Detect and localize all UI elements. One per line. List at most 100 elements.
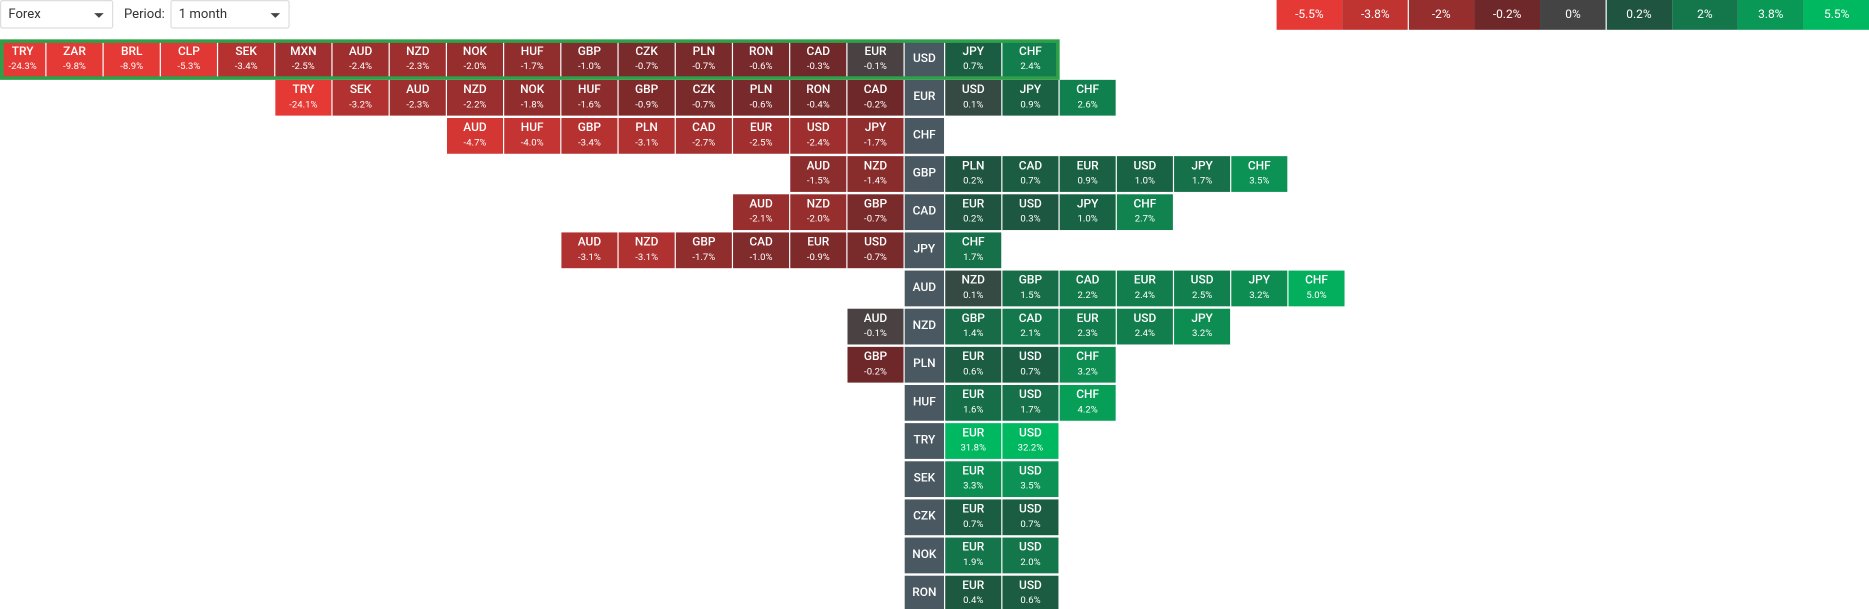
rate-cell[interactable]: PLN 0.2% [945, 156, 1002, 192]
rate-cell[interactable]: GBP -0.2% [847, 346, 904, 383]
rate-cell[interactable]: USD 0.1% [945, 79, 1002, 116]
rate-cell[interactable]: NZD -1.4% [847, 156, 904, 192]
rate-cell[interactable]: CHF 2.6% [1059, 79, 1116, 116]
rate-cell[interactable]: TRY -24.1% [275, 79, 332, 116]
rate-cell[interactable]: GBP -1.0% [561, 41, 618, 78]
rate-cell[interactable]: CAD 2.2% [1059, 270, 1116, 307]
rate-cell[interactable]: JPY 3.2% [1231, 270, 1288, 307]
rate-cell[interactable]: JPY 1.7% [1174, 156, 1231, 192]
base-currency[interactable]: NZD [904, 308, 945, 345]
rate-cell[interactable]: AUD -4.7% [446, 118, 504, 154]
base-currency[interactable]: CAD [904, 194, 945, 231]
rate-cell[interactable]: GBP -1.7% [675, 232, 732, 269]
rate-cell[interactable]: USD 0.3% [1002, 194, 1059, 231]
rate-cell[interactable]: NZD 0.1% [945, 270, 1002, 307]
rate-cell[interactable]: CHF 3.5% [1231, 156, 1288, 192]
rate-cell[interactable]: PLN -0.7% [675, 41, 732, 78]
rate-cell[interactable]: JPY 0.7% [945, 41, 1002, 78]
base-currency[interactable]: CHF [904, 118, 945, 154]
base-currency[interactable]: SEK [904, 461, 945, 498]
rate-cell[interactable]: EUR 0.2% [945, 194, 1002, 231]
rate-cell[interactable]: BRL -8.9% [103, 41, 160, 78]
rate-cell[interactable]: CAD 0.7% [1002, 156, 1059, 192]
rate-cell[interactable]: USD -0.7% [847, 232, 904, 269]
base-currency[interactable]: CZK [904, 499, 945, 536]
rate-cell[interactable]: GBP 1.4% [945, 308, 1002, 345]
rate-cell[interactable]: AUD -1.5% [790, 156, 847, 192]
rate-cell[interactable]: CHF 1.7% [945, 232, 1002, 269]
rate-cell[interactable]: NZD -2.3% [389, 41, 446, 78]
base-currency[interactable]: EUR [904, 79, 945, 116]
rate-cell[interactable]: EUR 1.9% [945, 537, 1002, 574]
rate-cell[interactable]: CHF 5.0% [1288, 270, 1345, 307]
rate-cell[interactable]: CZK -0.7% [618, 41, 675, 78]
rate-cell[interactable]: EUR -0.9% [790, 232, 847, 269]
rate-cell[interactable]: AUD -2.4% [332, 41, 389, 78]
rate-cell[interactable]: PLN -3.1% [618, 118, 675, 154]
rate-cell[interactable]: CHF 4.2% [1059, 385, 1116, 421]
base-currency[interactable]: AUD [904, 270, 945, 307]
rate-cell[interactable]: AUD -2.1% [733, 194, 790, 231]
rate-cell[interactable]: GBP -0.9% [618, 79, 675, 116]
market-select[interactable]: Forex [0, 0, 114, 29]
base-currency[interactable]: GBP [904, 156, 945, 192]
rate-cell[interactable]: HUF -1.7% [504, 41, 561, 78]
rate-cell[interactable]: JPY 0.9% [1002, 79, 1059, 116]
rate-cell[interactable]: USD -2.4% [790, 118, 847, 154]
rate-cell[interactable]: CAD -0.3% [790, 41, 847, 78]
rate-cell[interactable]: CLP -5.3% [160, 41, 217, 78]
rate-cell[interactable]: CAD -0.2% [847, 79, 904, 116]
rate-cell[interactable]: SEK -3.4% [218, 41, 275, 78]
rate-cell[interactable]: MXN -2.5% [275, 41, 332, 78]
rate-cell[interactable]: EUR 0.7% [945, 499, 1002, 536]
rate-cell[interactable]: AUD -0.1% [847, 308, 904, 345]
base-currency[interactable]: HUF [904, 385, 945, 421]
rate-cell[interactable]: EUR 0.6% [945, 346, 1002, 383]
rate-cell[interactable]: GBP -3.4% [561, 118, 618, 154]
rate-cell[interactable]: JPY 3.2% [1174, 308, 1231, 345]
rate-cell[interactable]: SEK -3.2% [332, 79, 389, 116]
rate-cell[interactable]: HUF -4.0% [504, 118, 561, 154]
rate-cell[interactable]: EUR 31.8% [945, 423, 1002, 459]
rate-cell[interactable]: NOK -1.8% [504, 79, 561, 116]
rate-cell[interactable]: AUD -3.1% [561, 232, 618, 269]
base-currency[interactable]: NOK [904, 537, 945, 574]
rate-cell[interactable]: USD 2.0% [1002, 537, 1059, 574]
rate-cell[interactable]: CHF 3.2% [1059, 346, 1116, 383]
rate-cell[interactable]: USD 1.7% [1002, 385, 1059, 421]
rate-cell[interactable]: USD 0.7% [1002, 346, 1059, 383]
rate-cell[interactable]: USD 0.7% [1002, 499, 1059, 536]
base-currency[interactable]: RON [904, 575, 945, 609]
rate-cell[interactable]: USD 2.5% [1174, 270, 1231, 307]
rate-cell[interactable]: EUR 1.6% [945, 385, 1002, 421]
rate-cell[interactable]: RON -0.4% [790, 79, 847, 116]
rate-cell[interactable]: NOK -2.0% [446, 41, 504, 78]
rate-cell[interactable]: CHF 2.7% [1116, 194, 1173, 231]
rate-cell[interactable]: CZK -0.7% [675, 79, 732, 116]
rate-cell[interactable]: NZD -2.0% [790, 194, 847, 231]
rate-cell[interactable]: NZD -2.2% [446, 79, 504, 116]
rate-cell[interactable]: PLN -0.6% [733, 79, 790, 116]
rate-cell[interactable]: AUD -2.3% [389, 79, 446, 116]
rate-cell[interactable]: CAD -2.7% [675, 118, 732, 154]
rate-cell[interactable]: CAD -1.0% [733, 232, 790, 269]
rate-cell[interactable]: NZD -3.1% [618, 232, 675, 269]
base-currency[interactable]: PLN [904, 346, 945, 383]
rate-cell[interactable]: EUR -0.1% [847, 41, 904, 78]
rate-cell[interactable]: USD 32.2% [1002, 423, 1059, 459]
rate-cell[interactable]: HUF -1.6% [561, 79, 618, 116]
rate-cell[interactable]: EUR 3.3% [945, 461, 1002, 498]
rate-cell[interactable]: USD 1.0% [1116, 156, 1173, 192]
rate-cell[interactable]: CHF 2.4% [1002, 41, 1059, 78]
rate-cell[interactable]: GBP -0.7% [847, 194, 904, 231]
rate-cell[interactable]: EUR 2.4% [1116, 270, 1173, 307]
base-currency[interactable]: USD [904, 41, 945, 78]
rate-cell[interactable]: USD 2.4% [1116, 308, 1173, 345]
rate-cell[interactable]: EUR 2.3% [1059, 308, 1116, 345]
rate-cell[interactable]: JPY 1.0% [1059, 194, 1116, 231]
rate-cell[interactable]: JPY -1.7% [847, 118, 904, 154]
rate-cell[interactable]: USD 0.6% [1002, 575, 1059, 609]
period-select[interactable]: 1 month [170, 0, 290, 29]
rate-cell[interactable]: TRY -24.3% [0, 41, 46, 78]
rate-cell[interactable]: RON -0.6% [733, 41, 790, 78]
